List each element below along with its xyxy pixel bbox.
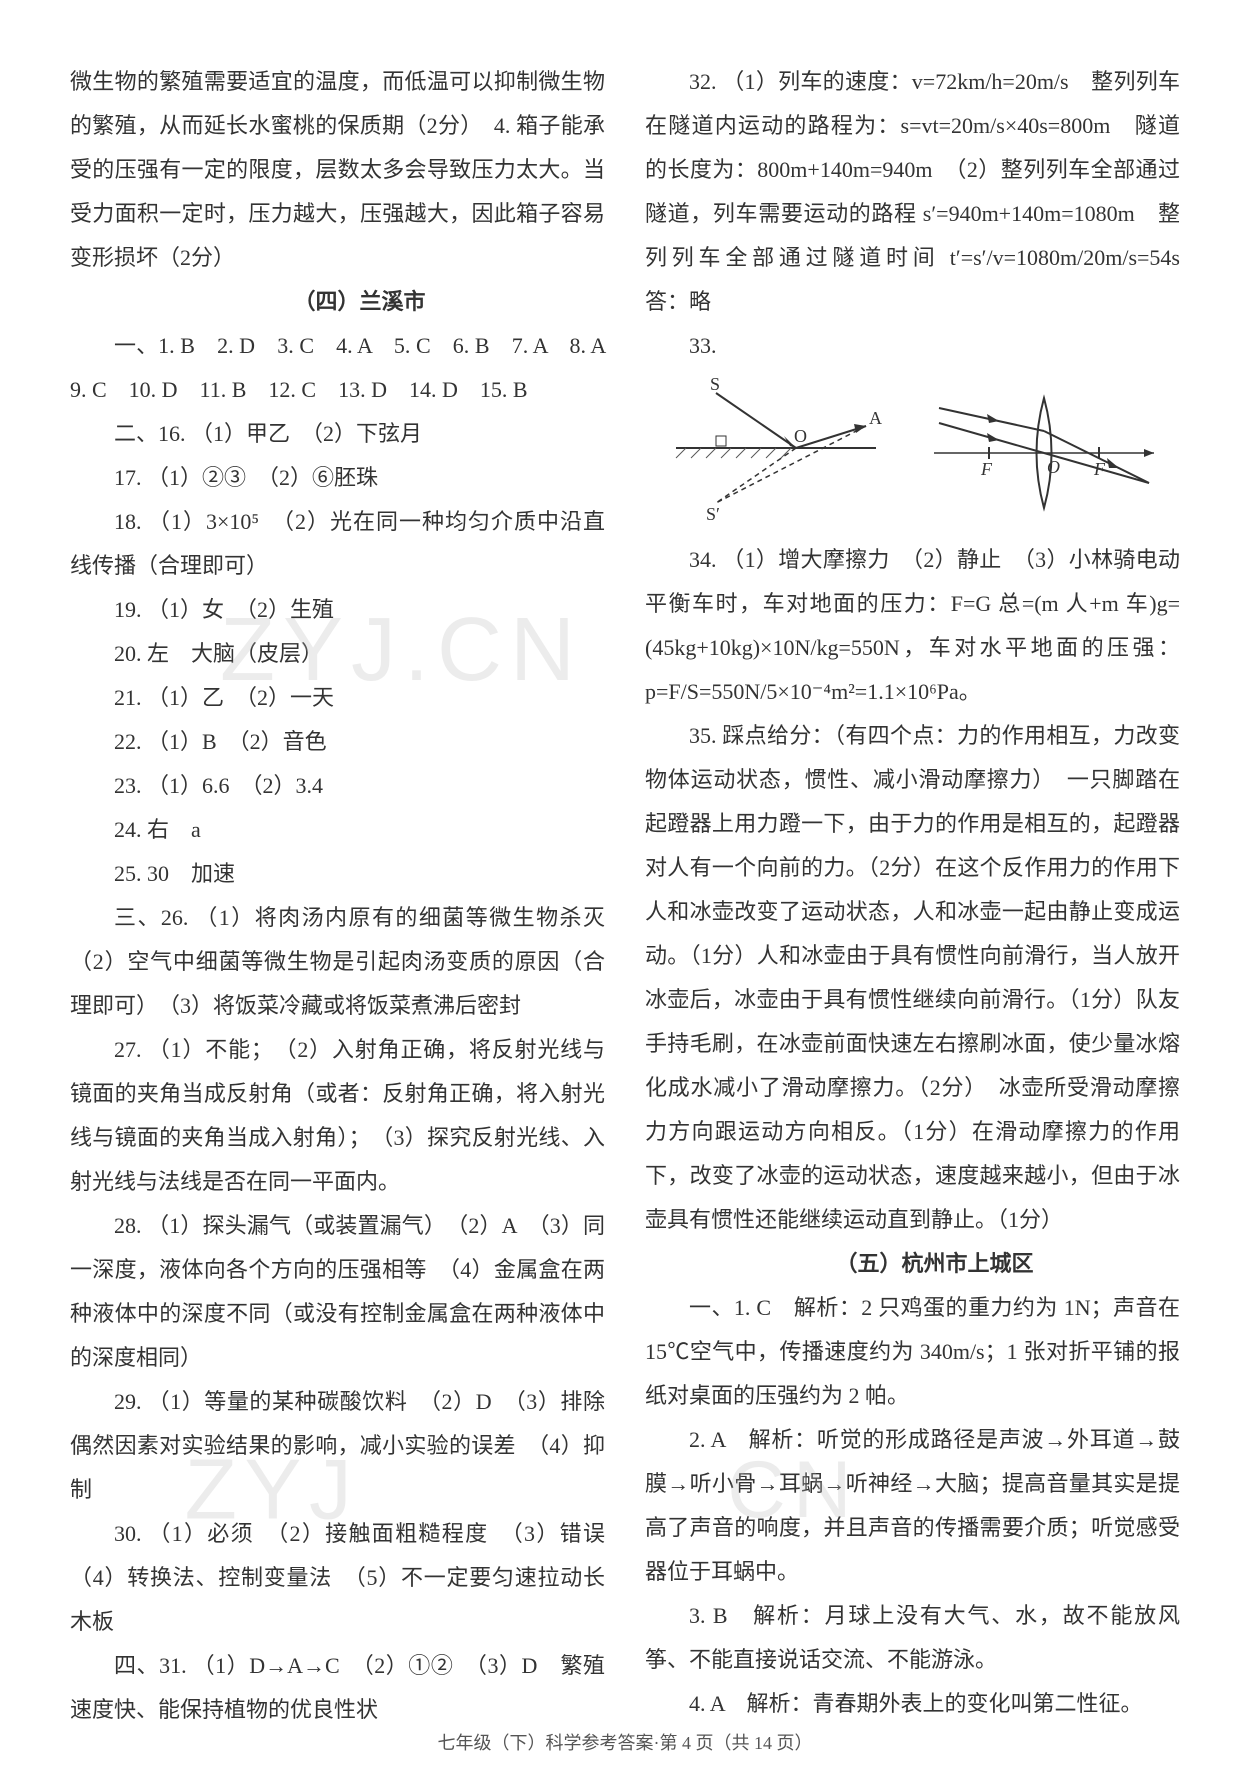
- lens-diagram-icon: F O F: [929, 383, 1159, 523]
- answer-line: 17. （1）②③ （2）⑥胚珠: [70, 456, 605, 500]
- section-title-hangzhou: （五）杭州市上城区: [645, 1242, 1180, 1286]
- answer-line: 一、1. B 2. D 3. C 4. A 5. C 6. B 7. A 8. …: [70, 324, 605, 412]
- answer-line: 2. A 解析：听觉的形成路径是声波→外耳道→鼓膜→听小骨→耳蜗→听神经→大脑；…: [645, 1418, 1180, 1594]
- answer-line: 四、31. （1）D→A→C （2）①② （3）D 繁殖速度快、能保持植物的优良…: [70, 1644, 605, 1732]
- answer-line: 三、26. （1）将肉汤内原有的细菌等微生物杀灭 （2）空气中细菌等微生物是引起…: [70, 896, 605, 1028]
- label-S: S: [710, 378, 720, 394]
- section-title-lanxi: （四）兰溪市: [70, 280, 605, 324]
- two-column-layout: 微生物的繁殖需要适宜的温度，而低温可以抑制微生物的繁殖，从而延长水蜜桃的保质期（…: [70, 60, 1180, 1700]
- answer-line: 23. （1）6.6 （2）3.4: [70, 764, 605, 808]
- answer-line: 32. （1）列车的速度：v=72km/h=20m/s 整列列车在隧道内运动的路…: [645, 60, 1180, 324]
- answer-line: 25. 30 加速: [70, 852, 605, 896]
- answer-line: 29. （1）等量的某种碳酸饮料 （2）D （3）排除偶然因素对实验结果的影响，…: [70, 1380, 605, 1512]
- answer-line: 22. （1）B （2）音色: [70, 720, 605, 764]
- paragraph: 微生物的繁殖需要适宜的温度，而低温可以抑制微生物的繁殖，从而延长水蜜桃的保质期（…: [70, 60, 605, 280]
- label-O: O: [794, 426, 807, 446]
- answer-line: 4. A 解析：青春期外表上的变化叫第二性征。: [645, 1682, 1180, 1726]
- answer-line: 24. 右 a: [70, 808, 605, 852]
- answer-line: 18. （1）3×10⁵ （2）光在同一种均匀介质中沿直线传播（合理即可）: [70, 500, 605, 588]
- page-footer: 七年级（下）科学参考答案·第 4 页（共 14 页）: [0, 1725, 1250, 1761]
- answer-line: 3. B 解析：月球上没有大气、水，故不能放风筝、不能直接说话交流、不能游泳。: [645, 1594, 1180, 1682]
- answer-line: 20. 左 大脑（皮层）: [70, 632, 605, 676]
- reflection-diagram-icon: S O A S′: [666, 378, 886, 528]
- answer-line: 19. （1）女 （2）生殖: [70, 588, 605, 632]
- answer-line: 二、16. （1）甲乙 （2）下弦月: [70, 412, 605, 456]
- question-33-label: 33.: [645, 324, 1180, 368]
- label-O: O: [1047, 457, 1060, 477]
- answer-line: 30. （1）必须 （2）接触面粗糙程度 （3）错误 （4）转换法、控制变量法 …: [70, 1512, 605, 1644]
- diagram-row-q33: S O A S′: [645, 378, 1180, 528]
- label-F1: F: [980, 459, 993, 479]
- left-column: 微生物的繁殖需要适宜的温度，而低温可以抑制微生物的繁殖，从而延长水蜜桃的保质期（…: [70, 60, 605, 1700]
- right-column: 32. （1）列车的速度：v=72km/h=20m/s 整列列车在隧道内运动的路…: [645, 60, 1180, 1700]
- answer-line: 21. （1）乙 （2）一天: [70, 676, 605, 720]
- label-A: A: [869, 408, 882, 428]
- answer-line: 34. （1）增大摩擦力 （2）静止 （3）小林骑电动平衡车时，车对地面的压力：…: [645, 538, 1180, 714]
- answer-line: 一、1. C 解析：2 只鸡蛋的重力约为 1N；声音在 15℃空气中，传播速度约…: [645, 1286, 1180, 1418]
- label-F2: F: [1093, 459, 1106, 479]
- answer-line: 28. （1）探头漏气（或装置漏气） （2）A （3）同一深度，液体向各个方向的…: [70, 1204, 605, 1380]
- answer-line: 27. （1）不能； （2）入射角正确，将反射光线与镜面的夹角当成反射角（或者：…: [70, 1028, 605, 1204]
- label-Sprime: S′: [706, 504, 720, 524]
- answer-line: 35. 踩点给分：（有四个点：力的作用相互，力改变物体运动状态，惯性、减小滑动摩…: [645, 714, 1180, 1242]
